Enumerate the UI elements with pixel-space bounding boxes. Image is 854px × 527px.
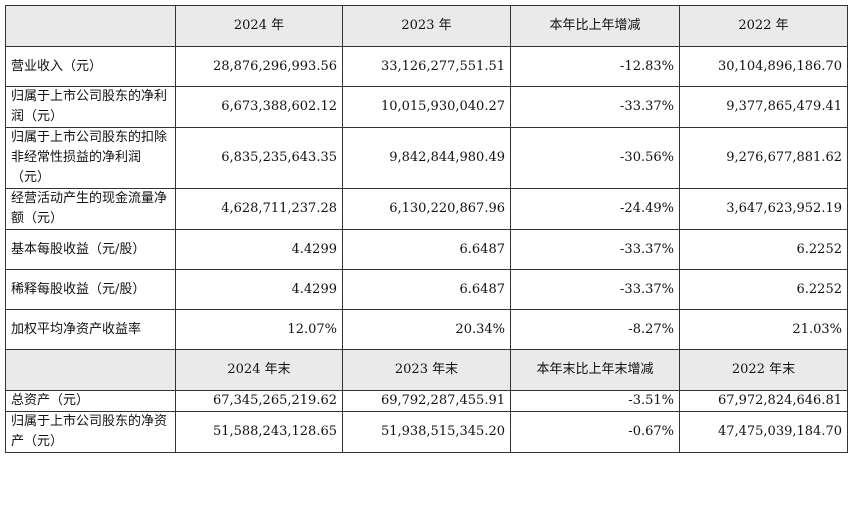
value-2023: 6.6487 bbox=[342, 269, 511, 310]
header-row-annual: 2024 年 2023 年 本年比上年增减 2022 年 bbox=[5, 5, 848, 47]
header-cell-2024: 2024 年 bbox=[175, 5, 343, 47]
value-change: -33.37% bbox=[510, 269, 680, 310]
value-2024: 28,876,296,993.56 bbox=[175, 46, 343, 87]
row-label: 总资产（元） bbox=[5, 390, 176, 412]
value-2023: 51,938,515,345.20 bbox=[342, 411, 511, 453]
value-2022: 67,972,824,646.81 bbox=[679, 390, 848, 412]
value-2024: 6,835,235,643.35 bbox=[175, 127, 343, 189]
table-row: 总资产（元） 67,345,265,219.62 69,792,287,455.… bbox=[5, 390, 848, 412]
value-change: -33.37% bbox=[510, 86, 680, 128]
row-label: 营业收入（元） bbox=[5, 46, 176, 87]
value-2024: 51,588,243,128.65 bbox=[175, 411, 343, 453]
value-2022: 9,276,677,881.62 bbox=[679, 127, 848, 189]
value-2023: 6.6487 bbox=[342, 229, 511, 270]
table-row: 经营活动产生的现金流量净额（元） 4,628,711,237.28 6,130,… bbox=[5, 188, 848, 230]
value-2022: 3,647,623,952.19 bbox=[679, 188, 848, 230]
financial-summary: 2024 年 2023 年 本年比上年增减 2022 年 营业收入（元） 28,… bbox=[5, 5, 848, 453]
value-change: -0.67% bbox=[510, 411, 680, 453]
value-2024: 6,673,388,602.12 bbox=[175, 86, 343, 128]
value-change: -33.37% bbox=[510, 229, 680, 270]
row-label: 经营活动产生的现金流量净额（元） bbox=[5, 188, 176, 230]
value-change: -24.49% bbox=[510, 188, 680, 230]
value-2023: 6,130,220,867.96 bbox=[342, 188, 511, 230]
header-row-yearend: 2024 年末 2023 年末 本年末比上年末增减 2022 年末 bbox=[5, 349, 848, 391]
value-2022: 21.03% bbox=[679, 309, 848, 350]
header-cell-2022-end: 2022 年末 bbox=[679, 349, 848, 391]
header-cell-change-end: 本年末比上年末增减 bbox=[510, 349, 680, 391]
value-2023: 9,842,844,980.49 bbox=[342, 127, 511, 189]
row-label: 归属于上市公司股东的扣除非经常性损益的净利润（元） bbox=[5, 127, 176, 189]
value-change: -12.83% bbox=[510, 46, 680, 87]
value-2024: 4.4299 bbox=[175, 229, 343, 270]
table-row: 归属于上市公司股东的净资产（元） 51,588,243,128.65 51,93… bbox=[5, 411, 848, 453]
value-2022: 6.2252 bbox=[679, 269, 848, 310]
value-2023: 69,792,287,455.91 bbox=[342, 390, 511, 412]
table-row: 加权平均净资产收益率 12.07% 20.34% -8.27% 21.03% bbox=[5, 309, 848, 350]
row-label: 归属于上市公司股东的净资产（元） bbox=[5, 411, 176, 453]
table-row: 归属于上市公司股东的净利润（元） 6,673,388,602.12 10,015… bbox=[5, 86, 848, 128]
value-change: -8.27% bbox=[510, 309, 680, 350]
value-2024: 4,628,711,237.28 bbox=[175, 188, 343, 230]
financial-table: 2024 年 2023 年 本年比上年增减 2022 年 营业收入（元） 28,… bbox=[5, 5, 848, 453]
table-row: 营业收入（元） 28,876,296,993.56 33,126,277,551… bbox=[5, 46, 848, 87]
value-2024: 12.07% bbox=[175, 309, 343, 350]
value-2023: 10,015,930,040.27 bbox=[342, 86, 511, 128]
table-row: 基本每股收益（元/股） 4.4299 6.6487 -33.37% 6.2252 bbox=[5, 229, 848, 270]
row-label: 加权平均净资产收益率 bbox=[5, 309, 176, 350]
value-2022: 47,475,039,184.70 bbox=[679, 411, 848, 453]
value-2024: 67,345,265,219.62 bbox=[175, 390, 343, 412]
table-row: 稀释每股收益（元/股） 4.4299 6.6487 -33.37% 6.2252 bbox=[5, 269, 848, 310]
value-change: -30.56% bbox=[510, 127, 680, 189]
value-2022: 6.2252 bbox=[679, 229, 848, 270]
header-cell-2023: 2023 年 bbox=[342, 5, 511, 47]
header-cell-blank bbox=[5, 349, 176, 391]
header-cell-2023-end: 2023 年末 bbox=[342, 349, 511, 391]
value-2024: 4.4299 bbox=[175, 269, 343, 310]
row-label: 归属于上市公司股东的净利润（元） bbox=[5, 86, 176, 128]
value-2023: 33,126,277,551.51 bbox=[342, 46, 511, 87]
value-2023: 20.34% bbox=[342, 309, 511, 350]
value-2022: 9,377,865,479.41 bbox=[679, 86, 848, 128]
header-cell-2024-end: 2024 年末 bbox=[175, 349, 343, 391]
table-row: 归属于上市公司股东的扣除非经常性损益的净利润（元） 6,835,235,643.… bbox=[5, 127, 848, 189]
row-label: 稀释每股收益（元/股） bbox=[5, 269, 176, 310]
row-label: 基本每股收益（元/股） bbox=[5, 229, 176, 270]
header-cell-2022: 2022 年 bbox=[679, 5, 848, 47]
value-change: -3.51% bbox=[510, 390, 680, 412]
value-2022: 30,104,896,186.70 bbox=[679, 46, 848, 87]
header-cell-blank bbox=[5, 5, 176, 47]
header-cell-change: 本年比上年增减 bbox=[510, 5, 680, 47]
